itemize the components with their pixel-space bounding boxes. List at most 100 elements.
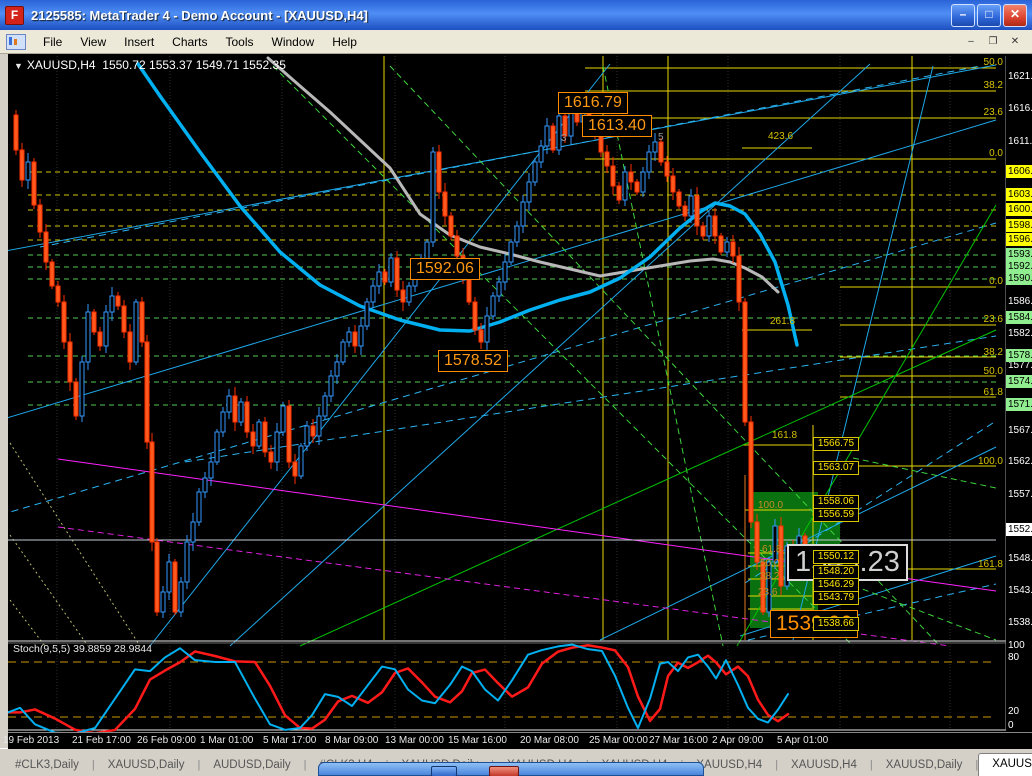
alert-price-label[interactable]: 1592.27 <box>1006 260 1032 273</box>
time-axis-label: 15 Mar 16:00 <box>448 735 507 746</box>
price-axis: 1621.00 1616.10 1611.20 1586.90 1582.00 1577.… <box>1006 54 1032 732</box>
menu-charts[interactable]: Charts <box>172 34 208 49</box>
peek-window-button-blue[interactable] <box>431 766 457 776</box>
fib-level-label: 0.0 <box>989 148 1003 159</box>
chart-ohlc-header: ▼ XAUUSD,H4 1550.72 1553.37 1549.71 1552.… <box>14 58 286 72</box>
alert-price-label[interactable]: 1590.38 <box>1006 272 1032 285</box>
fib-level-label: 38.2 <box>760 571 780 582</box>
background-window-peek[interactable] <box>318 762 704 776</box>
wave-number-label: 3 <box>561 133 567 144</box>
menu-file[interactable]: File <box>43 34 63 49</box>
time-axis-label: 25 Mar 00:00 <box>589 735 648 746</box>
menu-window[interactable]: Window <box>271 34 315 49</box>
price-level-box[interactable]: 1566.75 <box>813 437 859 451</box>
price-axis-tick: 1567.40 <box>1008 425 1032 436</box>
wave-number-label: 5 <box>658 132 664 143</box>
close-button[interactable]: ✕ <box>1003 3 1027 27</box>
price-callout[interactable]: 1578.52 <box>438 350 508 372</box>
price-axis-tick: 1586.90 <box>1008 296 1032 307</box>
price-level-box[interactable]: 1543.79 <box>813 591 859 605</box>
fib-level-label: 61.8 <box>983 387 1003 398</box>
alert-price-label[interactable]: 1598.41 <box>1006 219 1032 232</box>
price-axis-tick: 1557.70 <box>1008 489 1032 500</box>
price-level-box[interactable]: 1546.29 <box>813 578 859 592</box>
fib-level-label: 38.2 <box>983 347 1003 358</box>
tab-xauusd-daily[interactable]: XAUUSD,Daily <box>107 759 185 771</box>
menu-help[interactable]: Help <box>332 34 357 49</box>
time-axis-label: 13 Mar 00:00 <box>385 735 444 746</box>
mdi-minimize-button[interactable]: – <box>961 32 981 51</box>
stochastic-d-value: 28.9844 <box>114 643 152 655</box>
price-axis-tick: 1621.00 <box>1008 71 1032 82</box>
alert-price-label[interactable]: 1574.81 <box>1006 375 1032 388</box>
tab-separator: | <box>975 759 979 771</box>
peek-window-close-button[interactable] <box>489 766 519 776</box>
stoch-axis-tick: 20 <box>1008 706 1020 717</box>
stoch-axis-tick: 100 <box>1008 640 1025 651</box>
price-level-box[interactable]: 1550.12 <box>813 550 859 564</box>
maximize-button[interactable]: □ <box>977 3 1001 27</box>
fib-level-label: 50.0 <box>983 57 1003 68</box>
price-level-box[interactable]: 1538.66 <box>813 617 859 631</box>
price-level-box[interactable]: 1548.20 <box>813 565 859 579</box>
price-callout[interactable]: 1613.40 <box>582 115 652 137</box>
fib-level-label: 261.8 <box>770 316 796 327</box>
price-callout[interactable]: 1616.79 <box>558 92 628 114</box>
price-level-box[interactable]: 1558.06 <box>813 495 859 509</box>
time-axis-label: 5 Mar 17:00 <box>263 735 317 746</box>
tab-xauusd-daily[interactable]: XAUUSD,Daily <box>885 759 963 771</box>
menu-tools[interactable]: Tools <box>225 34 254 49</box>
price-level-box[interactable]: 1556.59 <box>813 508 859 522</box>
ohlc-high: 1553.37 <box>149 58 193 72</box>
fib-level-label: 61.8 <box>762 544 782 555</box>
window-title: 2125585: MetaTrader 4 - Demo Account - [… <box>31 7 368 23</box>
time-axis-label: 8 Mar 09:00 <box>325 735 379 746</box>
title-bar[interactable]: F 2125585: MetaTrader 4 - Demo Account -… <box>0 0 1032 30</box>
mdi-close-button[interactable]: ✕ <box>1005 32 1025 51</box>
tab-separator: | <box>775 759 779 771</box>
ohlc-close: 1552.35 <box>242 58 286 72</box>
chart-area[interactable]: ▼ XAUUSD,H4 1550.72 1553.37 1549.71 1552.… <box>8 54 1032 748</box>
minimize-button[interactable]: – <box>951 3 975 27</box>
chart-icon[interactable] <box>6 33 26 50</box>
time-axis-label: 20 Mar 08:00 <box>520 735 579 746</box>
menu-bar: File View Insert Charts Tools Window Help – ❐ … <box>0 30 1032 54</box>
fib-level-label: 100.0 <box>758 500 784 511</box>
alert-price-label[interactable]: 1606.66 <box>1006 165 1032 178</box>
fib-level-label: 100.0 <box>977 456 1003 467</box>
alert-price-label[interactable]: 1571.53 <box>1006 398 1032 411</box>
fib-level-label: 161.8 <box>977 559 1003 570</box>
tab--clk3-daily[interactable]: #CLK3,Daily <box>15 759 79 771</box>
mdi-restore-button[interactable]: ❐ <box>983 32 1003 51</box>
alert-price-label[interactable]: 1600.84 <box>1006 203 1032 216</box>
stochastic-header: Stoch(9,5,5) 39.8859 28.9844 <box>13 643 152 655</box>
tab-audusd-daily[interactable]: AUDUSD,Daily <box>213 759 291 771</box>
price-callout[interactable]: 1592.06 <box>410 258 480 280</box>
stochastic-label: Stoch(9,5,5) <box>13 643 71 655</box>
fib-level-label: 23.6 <box>983 314 1003 325</box>
fib-level-label: 50.0 <box>760 558 780 569</box>
tab-xauusd-h4[interactable]: XAUUSD,H4 <box>696 759 763 771</box>
price-level-box[interactable]: 1563.07 <box>813 461 859 475</box>
time-axis-label: 21 Feb 17:00 <box>72 735 131 746</box>
alert-price-label[interactable]: 1593.96 <box>1006 248 1032 261</box>
tab-separator: | <box>303 759 307 771</box>
tab-xauusd-h4[interactable]: XAUUSD,H4 <box>978 753 1032 776</box>
alert-price-label[interactable]: 1584.44 <box>1006 311 1032 324</box>
menu-insert[interactable]: Insert <box>124 34 155 49</box>
time-axis-label: 1 Mar 01:00 <box>200 735 254 746</box>
price-axis-tick: 1616.10 <box>1008 103 1032 114</box>
tab-xauusd-h4[interactable]: XAUUSD,H4 <box>791 759 857 771</box>
price-axis-tick: 1548.00 <box>1008 553 1032 564</box>
current-price-label: 1552.35 <box>1006 523 1032 536</box>
chart-canvas[interactable] <box>8 54 1032 748</box>
time-axis-label: 27 Mar 16:00 <box>649 735 708 746</box>
fib-level-label: 0.0 <box>989 276 1003 287</box>
collapse-triangle-icon[interactable]: ▼ <box>14 61 23 71</box>
alert-price-label[interactable]: 1596.29 <box>1006 233 1032 246</box>
alert-price-label[interactable]: 1578.73 <box>1006 349 1032 362</box>
fib-level-label: 161.8 <box>772 430 798 441</box>
alert-price-label[interactable]: 1603.06 <box>1006 188 1032 201</box>
stoch-axis-tick: 0 <box>1008 720 1014 731</box>
menu-view[interactable]: View <box>80 34 107 49</box>
